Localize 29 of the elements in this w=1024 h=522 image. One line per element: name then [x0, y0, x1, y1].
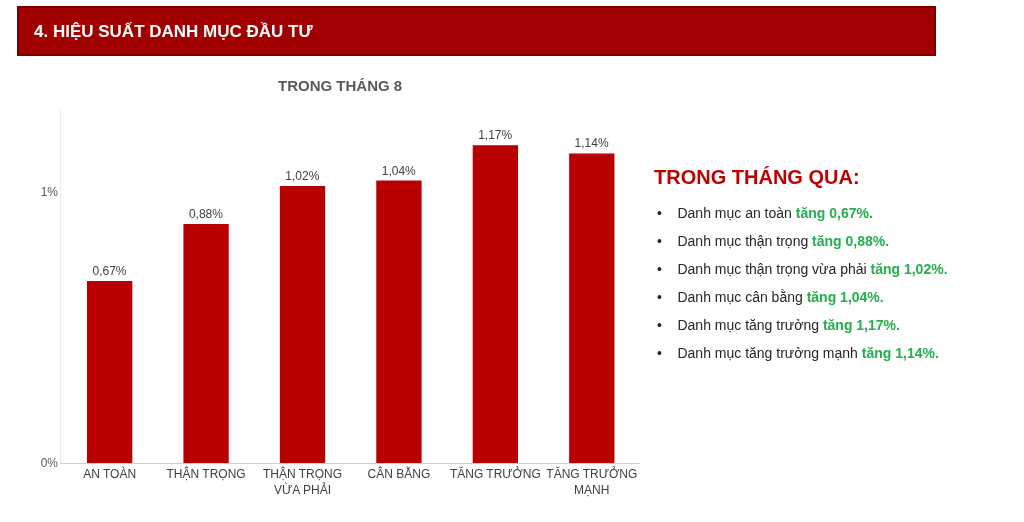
chart-title: 4. HIỆU SUẤT DANH MỤC ĐẦU TƯ: [34, 22, 314, 41]
data-label: 0,88%: [188, 207, 224, 222]
x-tick-label: CÂN BẰNG: [367, 466, 431, 482]
text: • Danh mục thận trọng vừa phải tăng 1,02%.: [657, 261, 948, 277]
data-label: 1,04%: [381, 163, 417, 178]
data-label: 1,14%: [574, 136, 609, 151]
text: • Danh mục cân bằng tăng 1,04%.: [657, 289, 884, 305]
text: • Danh mục tăng trưởng mạnh tăng 1,14%.: [657, 345, 939, 361]
x-tick-label: THẬN TRỌNG: [166, 466, 246, 482]
data-label: 1,02%: [285, 169, 320, 184]
bar: [279, 186, 326, 463]
bar: [472, 145, 519, 463]
x-tick-label: THẬN TRỌNG VỪA PHẢI: [262, 466, 343, 497]
text: TRONG THÁNG QUA:: [654, 166, 860, 188]
bar: [376, 180, 422, 463]
data-label: 0,67%: [92, 264, 127, 279]
text: • Danh mục tăng trưởng tăng 1,17%.: [657, 317, 900, 333]
x-tick-label: AN TOÀN: [83, 466, 137, 482]
x-tick-label: TĂNG TRƯỞNG MẠNH: [546, 466, 638, 497]
y-tick-label: 1%: [40, 184, 59, 199]
data-label: 1,17%: [478, 128, 513, 143]
text: • Danh mục an toàn tăng 0,67%.: [657, 205, 873, 221]
text: • Danh mục thận trọng tăng 0,88%.: [657, 233, 890, 249]
bar: [86, 281, 133, 463]
chart-subtitle: TRONG THÁNG 8: [278, 77, 403, 94]
bar: [183, 224, 229, 463]
bar: [569, 153, 615, 463]
y-tick-label: 0%: [40, 456, 59, 471]
x-tick-label: TĂNG TRƯỞNG: [449, 466, 541, 482]
